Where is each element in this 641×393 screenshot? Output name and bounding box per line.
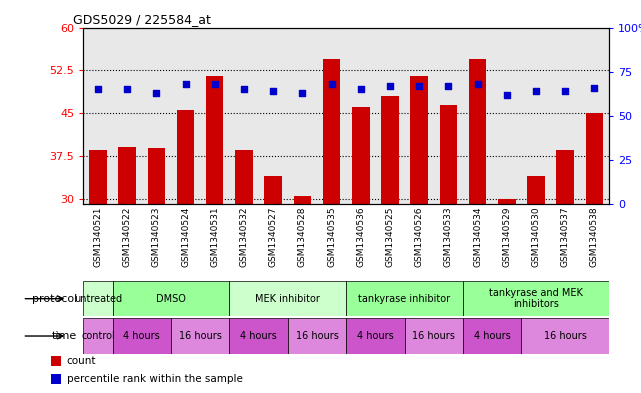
Text: GSM1340535: GSM1340535 [327, 206, 336, 267]
Point [502, 92, 512, 98]
Text: protocol: protocol [31, 294, 77, 304]
Text: GSM1340526: GSM1340526 [415, 206, 424, 267]
Bar [147, 149, 165, 204]
Bar [440, 105, 457, 204]
Point [268, 88, 278, 94]
Bar [527, 176, 545, 204]
Bar [113, 281, 229, 316]
Text: 4 hours: 4 hours [123, 331, 160, 341]
Text: 16 hours: 16 hours [412, 331, 455, 341]
Text: 16 hours: 16 hours [296, 331, 338, 341]
Text: time: time [52, 331, 77, 341]
Point [93, 86, 103, 93]
Point [239, 86, 249, 93]
Text: 4 hours: 4 hours [240, 331, 277, 341]
Text: control: control [81, 331, 115, 341]
Text: GSM1340536: GSM1340536 [356, 206, 365, 267]
Text: count: count [67, 356, 96, 366]
Point [531, 88, 541, 94]
Bar [264, 176, 282, 204]
Bar [288, 318, 346, 354]
Bar [89, 150, 106, 204]
Text: tankyrase and MEK
inhibitors: tankyrase and MEK inhibitors [489, 288, 583, 309]
Text: GSM1340521: GSM1340521 [94, 206, 103, 267]
Text: GSM1340527: GSM1340527 [269, 206, 278, 267]
Bar [206, 76, 224, 204]
Point [151, 90, 162, 96]
Text: GSM1340525: GSM1340525 [385, 206, 394, 267]
Bar [381, 96, 399, 204]
Text: GSM1340533: GSM1340533 [444, 206, 453, 267]
Text: GSM1340530: GSM1340530 [531, 206, 540, 267]
Point [385, 83, 395, 89]
Point [356, 86, 366, 93]
Point [180, 81, 190, 87]
Text: GSM1340538: GSM1340538 [590, 206, 599, 267]
Text: 16 hours: 16 hours [179, 331, 222, 341]
Bar [586, 113, 603, 204]
Text: GSM1340532: GSM1340532 [240, 206, 249, 267]
Text: GSM1340528: GSM1340528 [298, 206, 307, 267]
Bar [229, 318, 288, 354]
Bar [463, 318, 521, 354]
Bar [410, 76, 428, 204]
Bar [171, 318, 229, 354]
Point [122, 86, 132, 93]
Bar [346, 318, 404, 354]
Point [589, 84, 599, 91]
Text: 4 hours: 4 hours [474, 331, 510, 341]
Text: 4 hours: 4 hours [357, 331, 394, 341]
Bar [294, 196, 311, 204]
Text: untreated: untreated [74, 294, 122, 304]
Text: GSM1340534: GSM1340534 [473, 206, 482, 267]
Text: GSM1340531: GSM1340531 [210, 206, 219, 267]
Text: GSM1340523: GSM1340523 [152, 206, 161, 267]
Text: GSM1340529: GSM1340529 [503, 206, 512, 267]
Bar [521, 318, 609, 354]
Bar [83, 281, 113, 316]
Text: MEK inhibitor: MEK inhibitor [255, 294, 320, 304]
Text: GSM1340522: GSM1340522 [122, 206, 131, 267]
Text: 16 hours: 16 hours [544, 331, 587, 341]
Bar [498, 198, 515, 204]
Bar [404, 318, 463, 354]
Bar [352, 107, 369, 204]
Text: GSM1340524: GSM1340524 [181, 206, 190, 267]
Bar [51, 356, 61, 366]
Text: DMSO: DMSO [156, 294, 186, 304]
Text: percentile rank within the sample: percentile rank within the sample [67, 374, 242, 384]
Bar [556, 150, 574, 204]
Bar [51, 374, 61, 384]
Bar [83, 318, 113, 354]
Point [414, 83, 424, 89]
Point [210, 81, 220, 87]
Point [560, 88, 570, 94]
Bar [469, 59, 487, 204]
Bar [177, 110, 194, 204]
Point [326, 81, 337, 87]
Bar [346, 281, 463, 316]
Point [443, 83, 453, 89]
Bar [463, 281, 609, 316]
Point [297, 90, 308, 96]
Bar [235, 150, 253, 204]
Text: tankyrase inhibitor: tankyrase inhibitor [358, 294, 451, 304]
Bar [229, 281, 346, 316]
Text: GDS5029 / 225584_at: GDS5029 / 225584_at [73, 13, 211, 26]
Text: GSM1340537: GSM1340537 [561, 206, 570, 267]
Bar [323, 59, 340, 204]
Bar [113, 318, 171, 354]
Bar [119, 147, 136, 204]
Point [472, 81, 483, 87]
